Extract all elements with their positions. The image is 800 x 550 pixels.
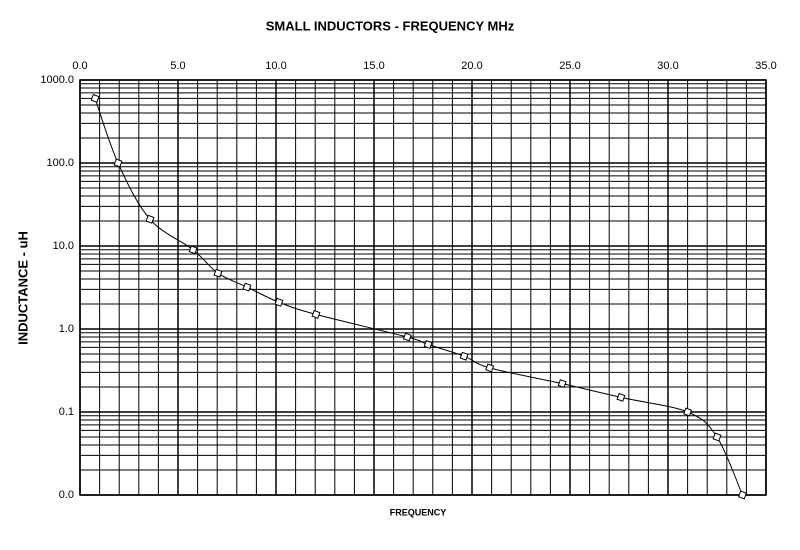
x-tick-label: 30.0: [657, 60, 678, 72]
point-marker: [616, 392, 626, 402]
point-marker: [90, 93, 100, 103]
point-marker: [113, 158, 123, 168]
point-marker: [311, 309, 321, 319]
x-tick-label: 25.0: [559, 60, 580, 72]
y-tick-label: 100.0: [46, 157, 74, 169]
y-tick-label: 1.0: [59, 323, 74, 335]
point-marker: [145, 214, 155, 224]
x-tick-label: 0.0: [72, 60, 87, 72]
point-marker: [683, 407, 693, 417]
plot-frame: [79, 79, 767, 496]
x-tick-label: 15.0: [363, 60, 384, 72]
x-tick-label: 10.0: [265, 60, 286, 72]
y-tick-label: 1000.0: [40, 74, 74, 86]
x-tick-label: 20.0: [461, 60, 482, 72]
point-marker: [712, 432, 722, 442]
point-marker: [485, 363, 495, 373]
x-tick-label: 5.0: [170, 60, 185, 72]
point-marker: [242, 282, 252, 292]
point-marker: [274, 297, 284, 307]
point-marker: [402, 332, 412, 342]
line: [94, 98, 743, 496]
y-tick-label: 0.1: [59, 406, 74, 418]
point-marker: [188, 245, 198, 255]
x-tick-label: 35.0: [755, 60, 776, 72]
point-marker: [213, 268, 223, 278]
y-tick-label: 0.0: [59, 489, 74, 501]
point-marker: [423, 340, 433, 350]
y-tick-label: 10.0: [53, 240, 74, 252]
y-axis-label: INDUCTANCE - uH: [15, 231, 30, 345]
x-axis-label: FREQUENCY: [390, 507, 447, 517]
chart-title: SMALL INDUCTORS - FREQUENCY MHz: [266, 18, 515, 33]
point-marker: [557, 379, 567, 389]
point-marker: [737, 490, 747, 500]
point-marker: [459, 351, 469, 361]
